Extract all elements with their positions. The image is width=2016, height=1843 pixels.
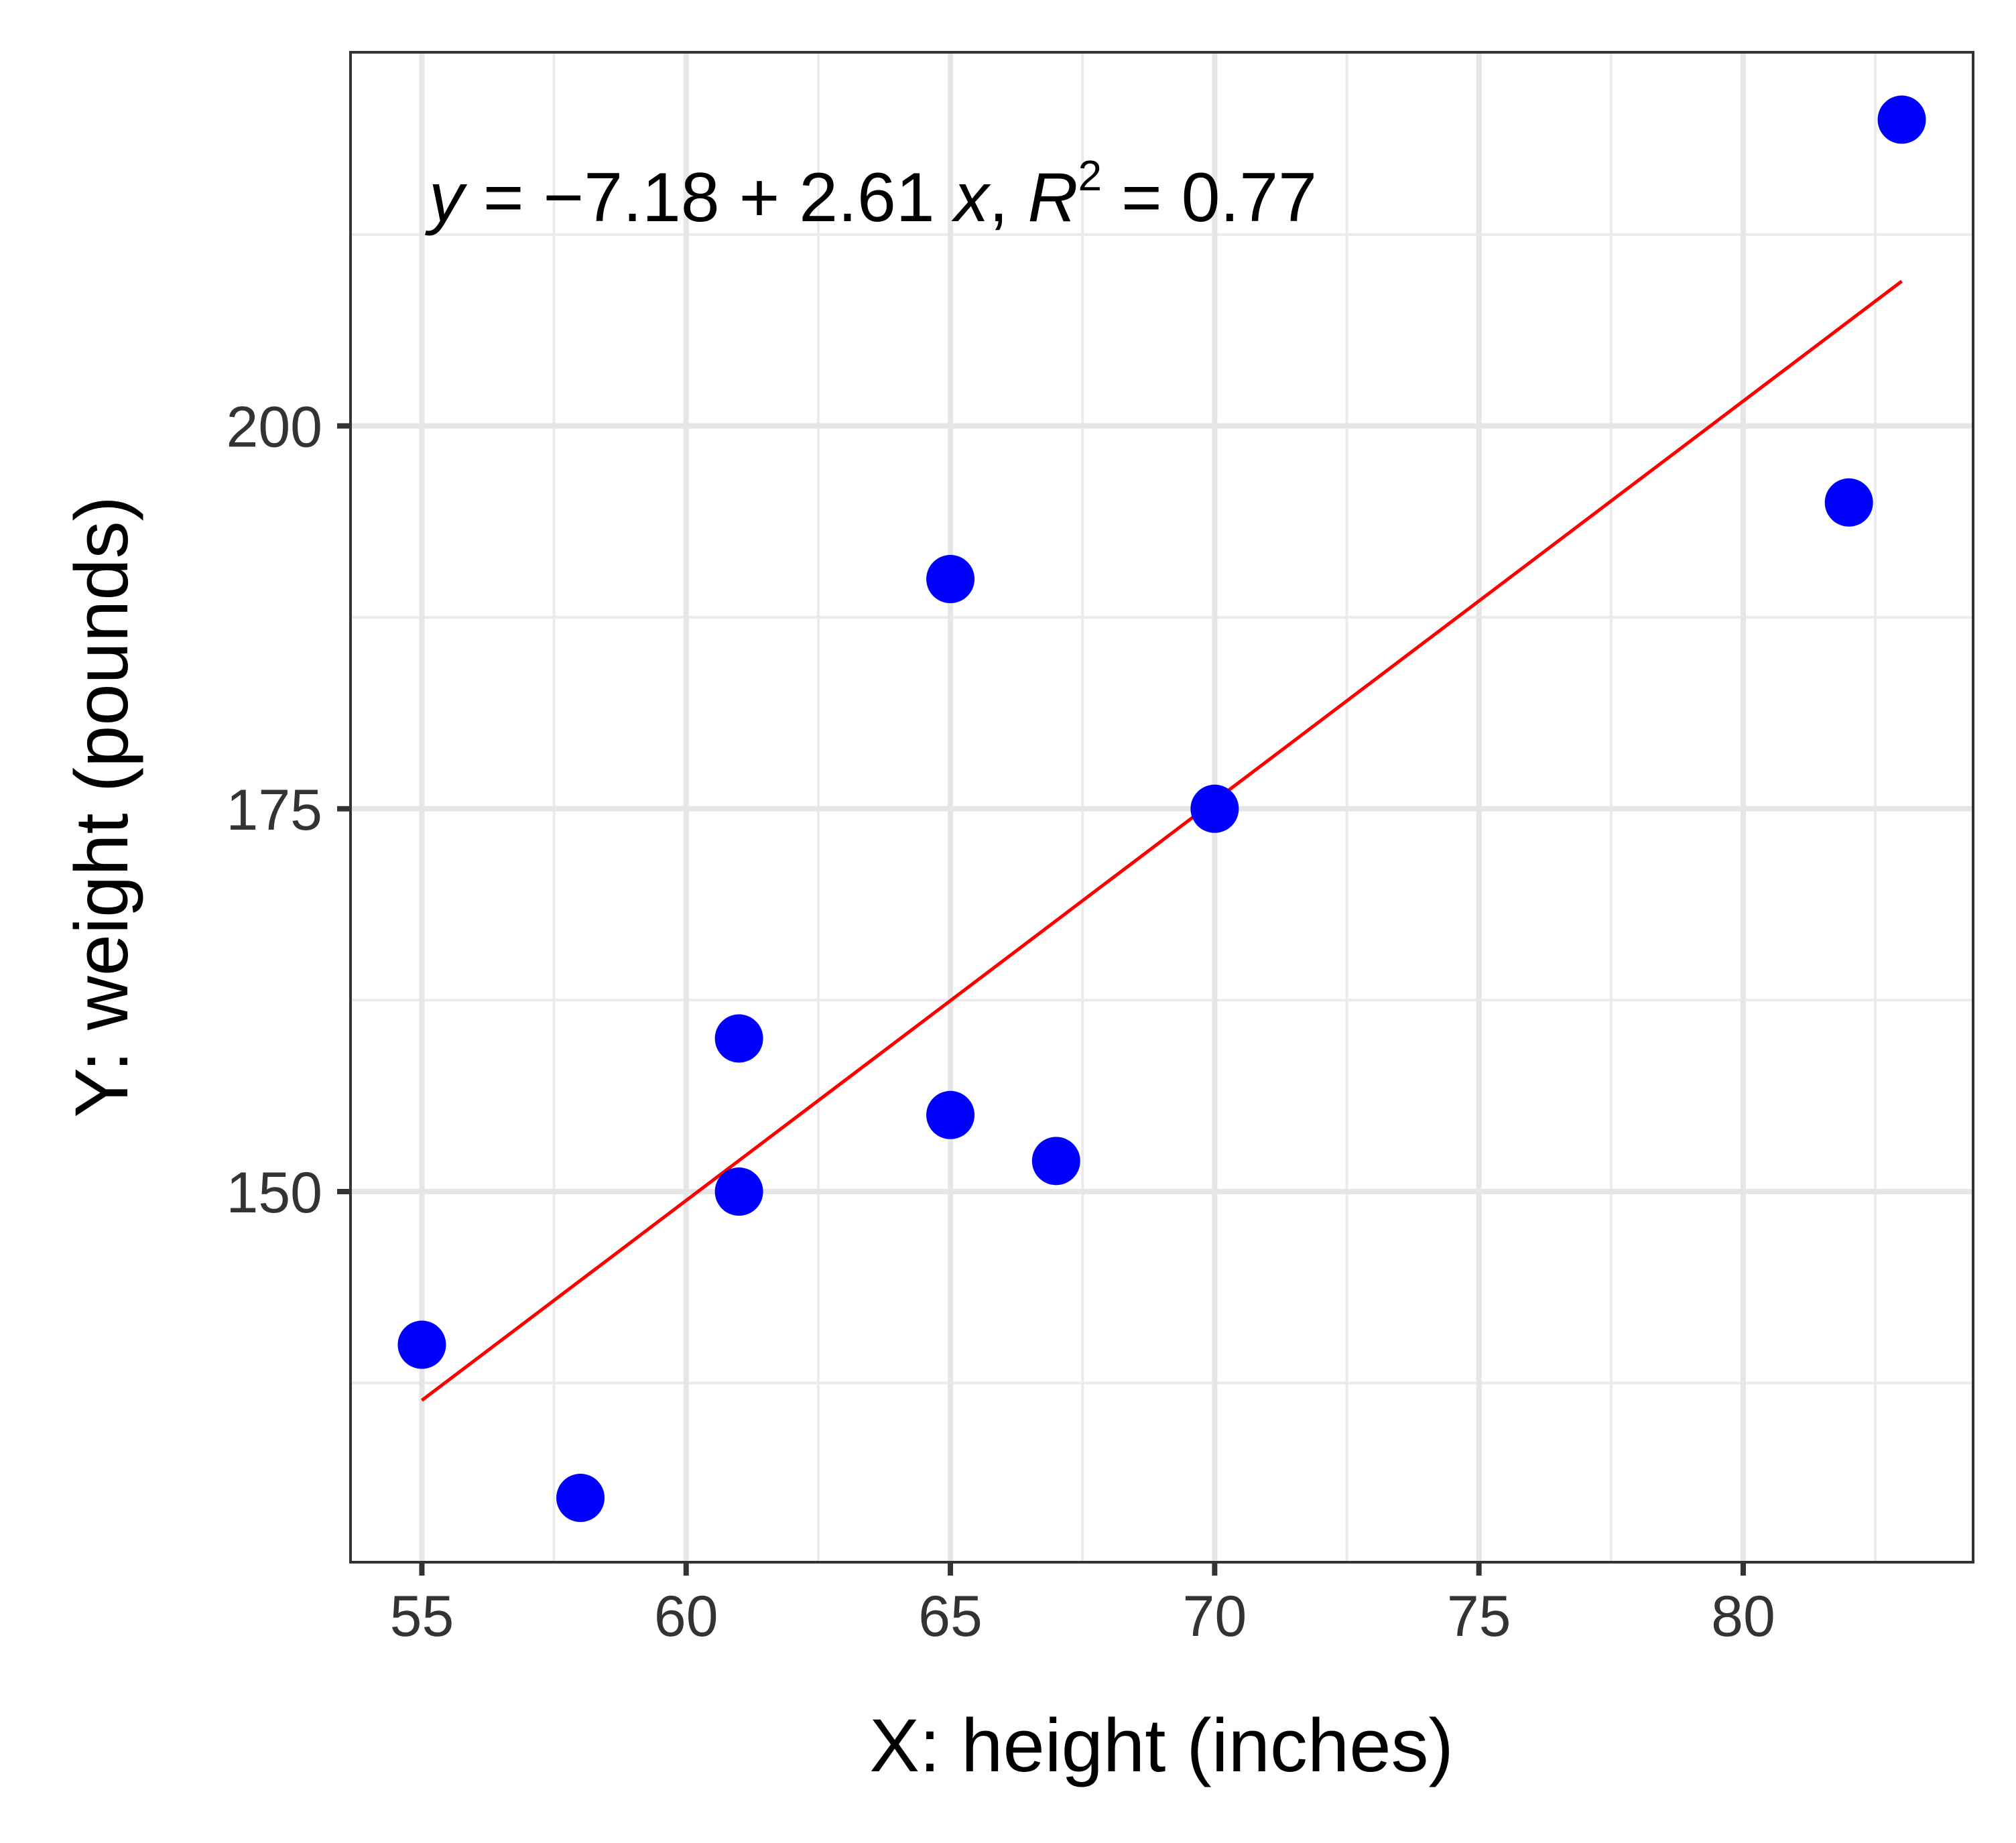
data-point <box>714 1014 763 1063</box>
regression-equation: y = −7.18 + 2.61 x, R2 = 0.77 <box>425 151 1317 237</box>
x-tick-label: 80 <box>1711 1584 1775 1649</box>
y-tick-label: 175 <box>227 778 323 842</box>
data-point <box>926 555 975 604</box>
data-point <box>926 1090 975 1139</box>
data-point <box>397 1320 446 1369</box>
x-tick-label: 60 <box>654 1584 718 1649</box>
equation-r-value: = 0.77 <box>1102 159 1317 237</box>
equation-intercept: 7.18 <box>584 159 719 237</box>
major-gridlines <box>351 52 1973 1562</box>
equation-comma: , <box>989 159 1028 237</box>
data-point <box>1190 784 1239 833</box>
equation-plus: + <box>720 159 800 237</box>
data-point <box>1877 95 1926 144</box>
x-tick-label: 65 <box>918 1584 983 1649</box>
regression-line-group <box>420 279 1903 1402</box>
x-tick-label: 70 <box>1183 1584 1247 1649</box>
equation-x-symbol: x <box>951 159 992 237</box>
equation-minus: − <box>544 159 584 237</box>
x-tick-label: 75 <box>1447 1584 1511 1649</box>
data-point <box>556 1474 605 1523</box>
equation-space <box>935 159 954 237</box>
y-axis-title: Y: weight (pounds) <box>60 496 143 1118</box>
regression-line <box>420 279 1903 1402</box>
x-axis-title: X: height (inches) <box>869 1704 1454 1787</box>
equation-slope: 2.61 <box>799 159 934 237</box>
equation-y-symbol: y <box>425 159 468 237</box>
data-point <box>1031 1137 1080 1186</box>
y-tick-label: 200 <box>227 395 323 460</box>
tick-labels: 55 60 65 70 75 80 150 175 200 <box>227 395 1775 1649</box>
x-tick-label: 55 <box>390 1584 454 1649</box>
equation-equals: = <box>464 159 544 237</box>
data-point <box>714 1167 763 1216</box>
axis-ticks <box>337 423 1746 1576</box>
y-tick-label: 150 <box>227 1161 323 1225</box>
equation-r-symbol: R <box>1027 159 1078 237</box>
equation-r-exponent: 2 <box>1078 151 1102 200</box>
data-point <box>1824 478 1873 527</box>
data-points <box>397 95 1926 1523</box>
